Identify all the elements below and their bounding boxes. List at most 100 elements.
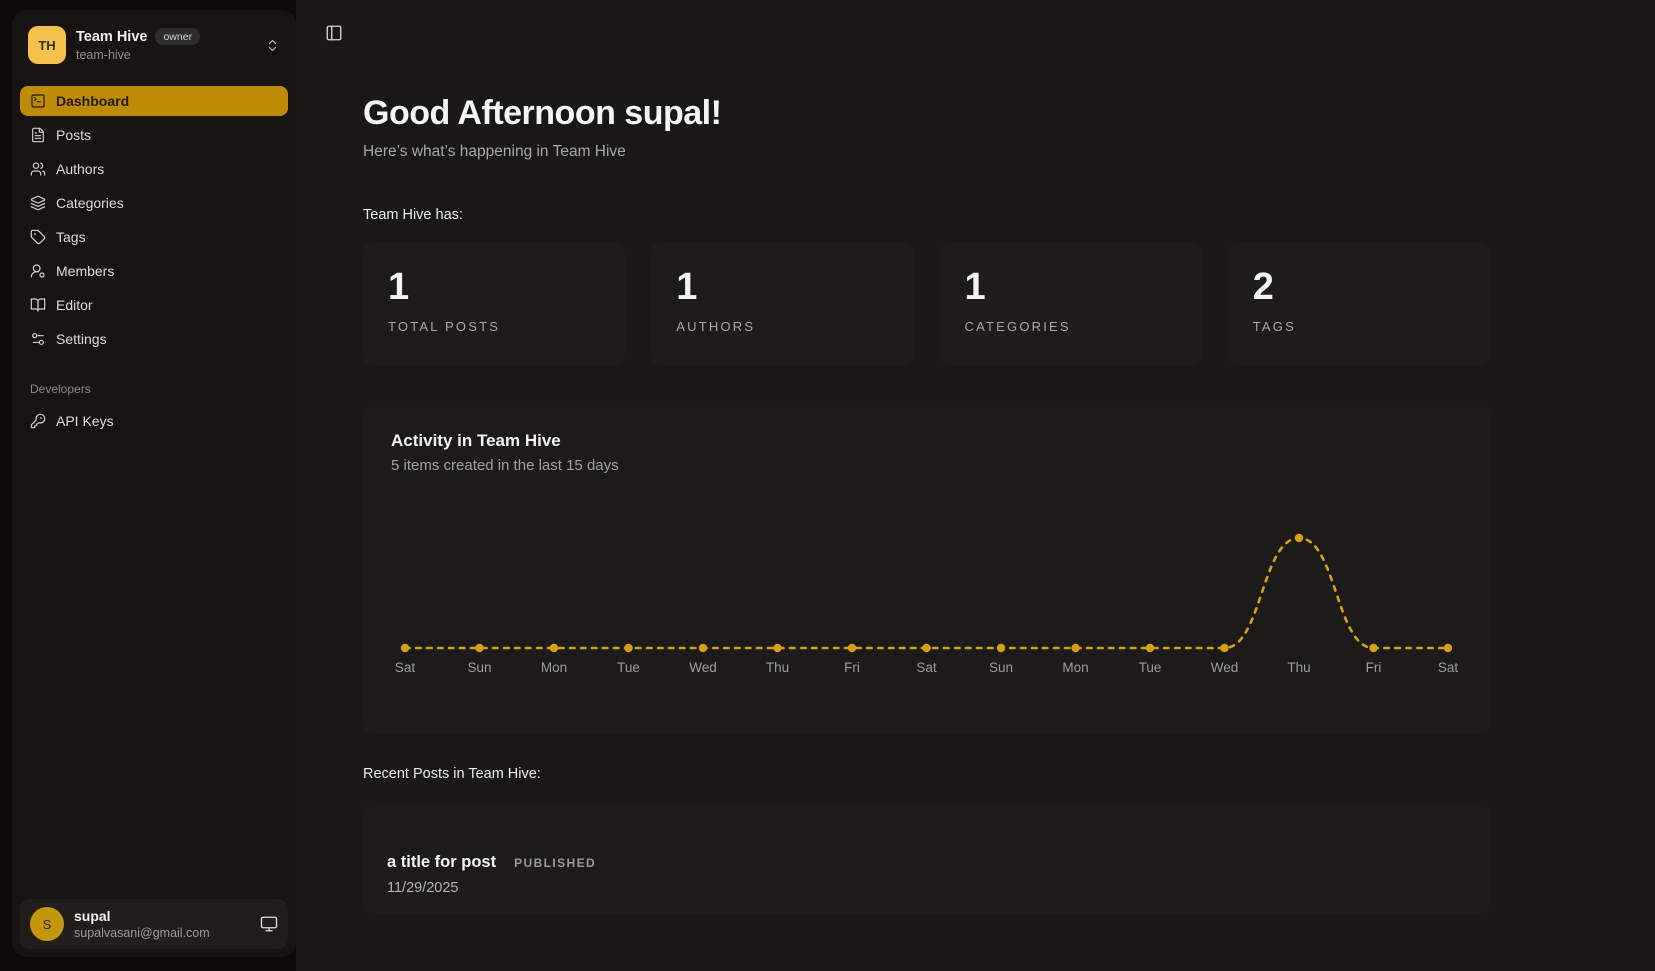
chart-data-point[interactable] <box>773 643 782 653</box>
stat-label: TAGS <box>1252 318 1296 334</box>
x-axis-label: Sat <box>916 660 937 675</box>
sidebar-item-label: Dashboard <box>56 93 130 109</box>
sidebar-item-label: Posts <box>56 127 92 143</box>
x-axis-label: Tue <box>617 660 640 675</box>
sidebar-item-authors[interactable]: Authors <box>20 154 288 184</box>
team-avatar: TH <box>28 26 66 64</box>
file-text-icon <box>30 127 46 143</box>
stat-label: CATEGORIES <box>964 318 1071 334</box>
page-title: Good Afternoon supal! <box>363 94 722 132</box>
user-email: supalvasani@gmail.com <box>74 926 210 940</box>
user-cog-icon <box>30 263 46 279</box>
chart-data-point[interactable] <box>1220 643 1229 653</box>
sidebar-toggle-button[interactable] <box>320 20 348 48</box>
settings-sliders-icon <box>30 331 46 347</box>
x-axis-label: Wed <box>689 660 717 675</box>
chart-data-point[interactable] <box>996 643 1006 653</box>
chart-data-point[interactable] <box>922 643 931 653</box>
stats-grid: 1 TOTAL POSTS 1 AUTHORS 1 CATEGORIES 2 T… <box>363 243 1490 365</box>
post-title: a title for post <box>387 853 497 871</box>
team-switcher[interactable]: TH Team Hive owner team-hive <box>20 18 288 72</box>
sidebar: TH Team Hive owner team-hive Dashboard <box>0 0 296 971</box>
x-axis-label: Thu <box>1287 660 1310 675</box>
x-axis-label: Sun <box>467 660 491 675</box>
x-axis-label: Sat <box>395 660 416 675</box>
recent-post-card[interactable]: a title for post PUBLISHED 11/29/2025 <box>363 804 1490 914</box>
chevrons-up-down-icon <box>265 38 280 53</box>
user-name: supal <box>74 908 111 924</box>
monitor-icon <box>260 915 278 933</box>
sidebar-nav: Dashboard Posts Authors Categories <box>20 86 288 358</box>
stat-label: AUTHORS <box>676 318 756 334</box>
chart-data-point[interactable] <box>549 643 559 653</box>
user-meta: supal supalvasani@gmail.com <box>74 908 250 940</box>
sidebar-item-posts[interactable]: Posts <box>20 120 288 150</box>
chart-data-point[interactable] <box>475 643 484 653</box>
x-axis-label: Wed <box>1211 660 1239 675</box>
layers-icon <box>30 195 46 211</box>
topbar <box>296 0 1655 48</box>
recent-posts-label: Recent Posts in Team Hive: <box>363 766 541 782</box>
panel-left-icon <box>325 24 343 45</box>
stats-intro: Team Hive has: <box>363 207 463 223</box>
user-avatar: S <box>30 907 64 941</box>
sidebar-item-categories[interactable]: Categories <box>20 188 288 218</box>
sidebar-item-label: Editor <box>56 297 93 313</box>
x-axis-label: Mon <box>541 660 567 675</box>
x-axis-label: Thu <box>766 660 789 675</box>
main-content: Good Afternoon supal! Here’s what’s happ… <box>296 0 1655 971</box>
sidebar-item-settings[interactable]: Settings <box>20 324 288 354</box>
chart-data-point[interactable] <box>1369 643 1378 653</box>
post-date: 11/29/2025 <box>387 880 459 896</box>
stat-value: 2 <box>1252 266 1274 308</box>
stat-card-authors: 1 AUTHORS <box>651 243 914 365</box>
stat-card-categories: 1 CATEGORIES <box>939 243 1202 365</box>
chart-data-point[interactable] <box>624 643 633 653</box>
users-icon <box>30 161 46 177</box>
sidebar-item-label: Settings <box>56 331 107 347</box>
stat-card-tags: 2 TAGS <box>1227 243 1490 365</box>
chart-data-point[interactable] <box>1294 533 1304 543</box>
chart-data-point[interactable] <box>1071 643 1080 653</box>
chart-data-point[interactable] <box>847 643 857 653</box>
x-axis-label: Sat <box>1438 660 1459 675</box>
x-axis-label: Fri <box>1366 660 1382 675</box>
sidebar-item-label: Members <box>56 263 115 279</box>
x-axis-label: Sun <box>989 660 1013 675</box>
team-meta: Team Hive owner team-hive <box>76 28 255 62</box>
sidebar-item-tags[interactable]: Tags <box>20 222 288 252</box>
user-menu[interactable]: S supal supalvasani@gmail.com <box>20 899 288 949</box>
team-role-badge: owner <box>155 28 201 45</box>
key-icon <box>30 413 46 429</box>
activity-line-chart: Sat Sun Mon Tue Wed Thu Fri Sat Sun Mon Tue Wed Thu F… <box>395 533 1459 675</box>
sidebar-item-label: API Keys <box>56 413 114 429</box>
stat-label: TOTAL POSTS <box>388 318 501 334</box>
developers-section-label: Developers <box>30 382 91 396</box>
sidebar-item-editor[interactable]: Editor <box>20 290 288 320</box>
chart-data-point[interactable] <box>1145 643 1155 653</box>
stat-card-total-posts: 1 TOTAL POSTS <box>363 243 626 365</box>
team-slug: team-hive <box>76 48 131 62</box>
sidebar-item-label: Tags <box>56 229 86 245</box>
stat-value: 1 <box>964 266 986 308</box>
stat-value: 1 <box>388 266 410 308</box>
sidebar-item-label: Authors <box>56 161 105 177</box>
post-status-badge: PUBLISHED <box>514 855 597 870</box>
tag-icon <box>30 229 46 245</box>
chart-subtitle: 5 items created in the last 15 days <box>391 457 619 474</box>
sidebar-item-label: Categories <box>56 195 124 211</box>
x-axis-label: Mon <box>1062 660 1088 675</box>
chart-data-point[interactable] <box>698 643 708 653</box>
x-axis-label: Tue <box>1139 660 1162 675</box>
activity-chart-card: Activity in Team Hive 5 items created in… <box>363 405 1490 734</box>
chart-data-point[interactable] <box>1443 643 1453 653</box>
activity-line <box>403 536 1450 650</box>
chart-data-point[interactable] <box>400 643 410 653</box>
chart-title: Activity in Team Hive <box>391 431 561 450</box>
sidebar-item-api-keys[interactable]: API Keys <box>20 406 288 436</box>
stat-value: 1 <box>676 266 698 308</box>
square-terminal-icon <box>30 93 46 109</box>
page-subtitle: Here’s what’s happening in Team Hive <box>363 143 626 160</box>
sidebar-item-members[interactable]: Members <box>20 256 288 286</box>
sidebar-item-dashboard[interactable]: Dashboard <box>20 86 288 116</box>
